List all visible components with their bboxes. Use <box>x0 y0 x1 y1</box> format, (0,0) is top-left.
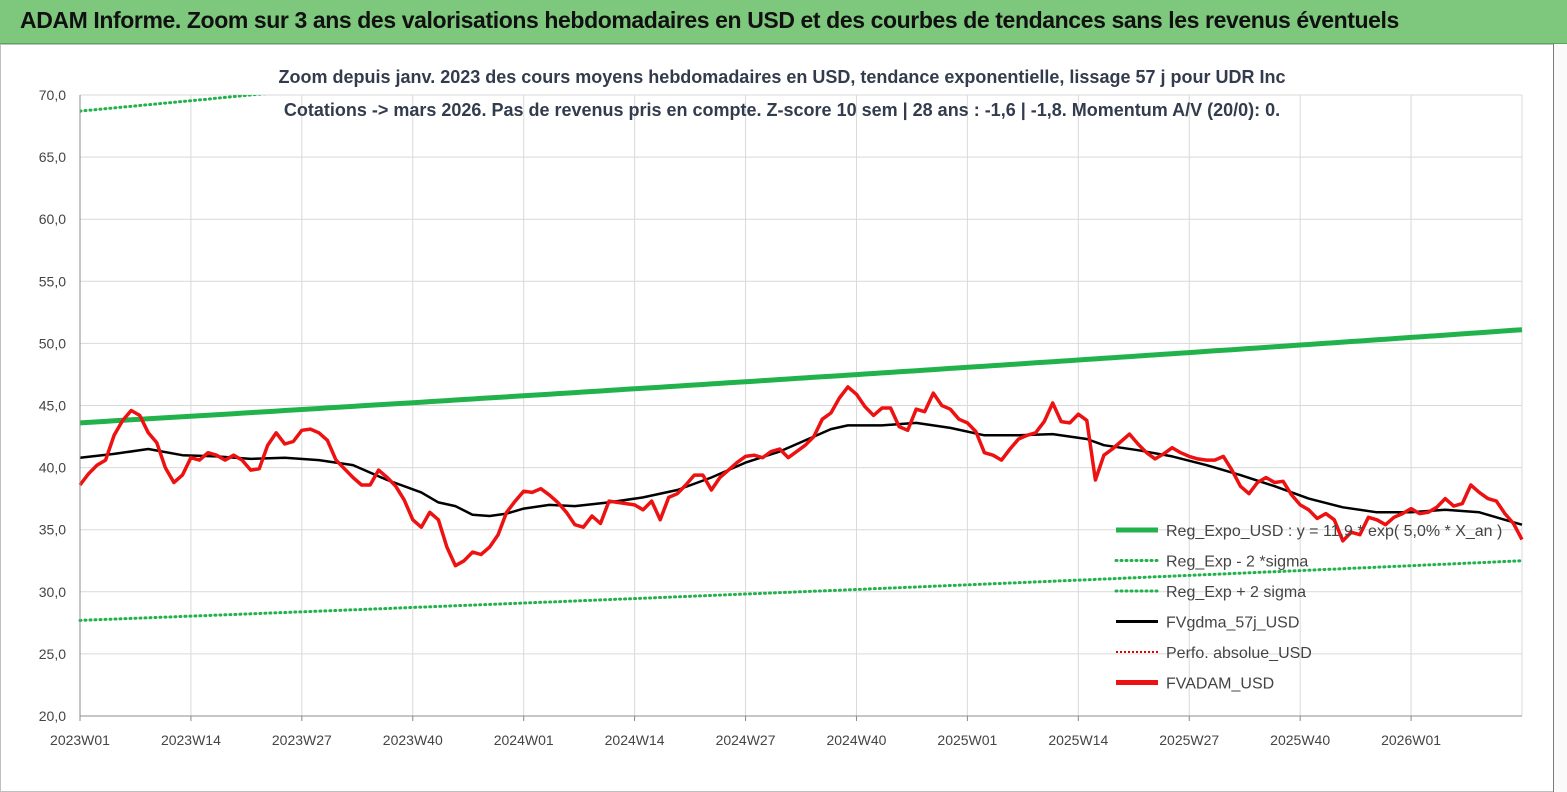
series-price-line <box>78 385 1524 568</box>
x-tick-label: 2023W40 <box>383 732 443 748</box>
series-expo-trend-line <box>79 327 1523 426</box>
chart-gridlines <box>80 94 1523 716</box>
x-tick-label: 2024W14 <box>605 732 665 748</box>
report-banner: ADAM Informe. Zoom sur 3 ans des valoris… <box>0 0 1567 44</box>
x-tick-label: 2023W14 <box>161 732 221 748</box>
y-tick-label: 35,0 <box>39 522 66 538</box>
x-tick-label: 2026W01 <box>1381 732 1441 748</box>
x-tick-label: 2025W40 <box>1270 732 1330 748</box>
y-tick-label: 45,0 <box>39 398 66 414</box>
y-tick-label: 30,0 <box>39 584 66 600</box>
series-plus-2-sigma-line <box>80 95 267 113</box>
y-tick-label: 50,0 <box>39 335 66 351</box>
chart-axes: 20,0 25,0 30,0 35,0 40,0 45,0 50,0 55,0 60,0 65,0… <box>39 87 1522 748</box>
x-tick-label: 2024W27 <box>716 732 776 748</box>
series-gdma-line <box>79 421 1523 526</box>
chart-legend: Reg_Expo_USD : y = 11,9 * exp( 5,0% * X_… <box>1114 523 1502 693</box>
x-tick-label: 2023W27 <box>272 732 332 748</box>
chart-series <box>78 95 1524 622</box>
legend-label-plus2: Reg_Exp + 2 sigma <box>1166 584 1306 601</box>
legend-label-price: FVADAM_USD <box>1166 676 1274 693</box>
legend-label-gdma: FVgdma_57j_USD <box>1166 615 1299 632</box>
y-tick-label: 60,0 <box>39 211 66 227</box>
x-tick-label: 2025W01 <box>937 732 997 748</box>
y-tick-label: 20,0 <box>39 708 66 724</box>
y-tick-label: 25,0 <box>39 646 66 662</box>
y-tick-label: 65,0 <box>39 149 66 165</box>
x-tick-label: 2025W27 <box>1159 732 1219 748</box>
y-tick-label: 70,0 <box>39 87 66 103</box>
x-tick-label: 2024W40 <box>826 732 886 748</box>
chart-title: Zoom depuis janv. 2023 des cours moyens … <box>279 67 1286 120</box>
legend-label-perfo: Perfo. absolue_USD <box>1166 645 1312 662</box>
chart-title-line-1: Zoom depuis janv. 2023 des cours moyens … <box>279 67 1286 87</box>
x-tick-label: 2023W01 <box>50 732 110 748</box>
y-tick-label: 55,0 <box>39 273 66 289</box>
legend-label-minus2: Reg_Exp - 2 *sigma <box>1166 554 1308 571</box>
chart-title-line-2: Cotations -> mars 2026. Pas de revenus p… <box>284 100 1280 120</box>
legend-label-expo: Reg_Expo_USD : y = 11,9 * exp( 5,0% * X_… <box>1166 523 1502 540</box>
report-title: ADAM Informe. Zoom sur 3 ans des valoris… <box>20 7 1399 33</box>
y-tick-label: 40,0 <box>39 460 66 476</box>
window-edge-scrollbar[interactable] <box>1553 44 1567 792</box>
x-tick-label: 2025W14 <box>1048 732 1108 748</box>
x-tick-label: 2024W01 <box>494 732 554 748</box>
series-minus-2-sigma-line <box>78 559 1524 622</box>
